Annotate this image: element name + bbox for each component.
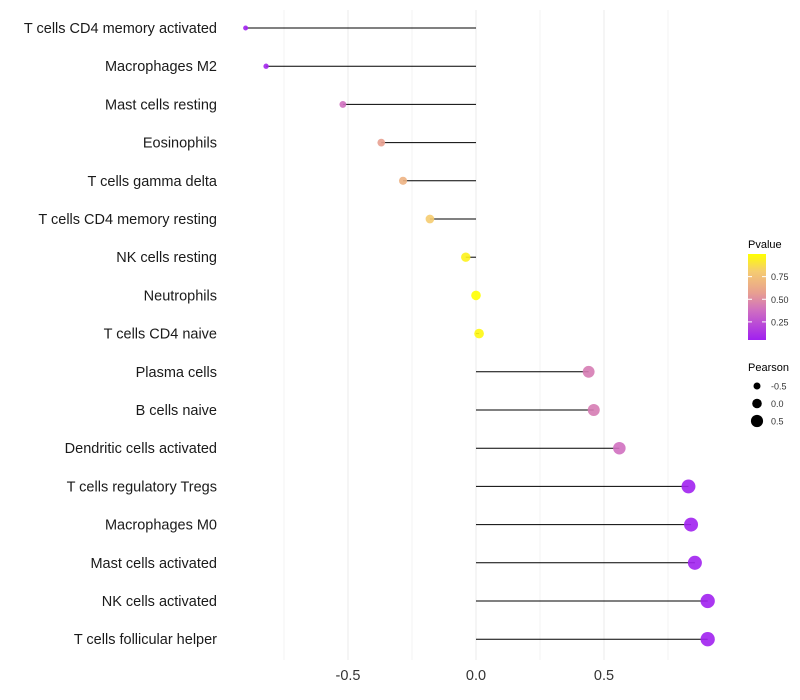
size-legend-label: -0.5: [771, 382, 787, 392]
x-tick-label: -0.5: [336, 668, 361, 684]
lollipop-point: [700, 632, 715, 647]
lollipop-point: [687, 555, 702, 570]
x-tick-label: 0.5: [594, 668, 614, 684]
gridlines: [283, 10, 669, 660]
pvalue-colorbar: [748, 254, 766, 340]
y-tick-label: T cells regulatory Tregs: [67, 479, 217, 495]
lollipop-point: [681, 479, 696, 494]
y-tick-label: Plasma cells: [136, 365, 217, 381]
y-tick-label: T cells gamma delta: [88, 174, 218, 190]
lollipop-point: [700, 593, 715, 609]
lollipop-point: [425, 214, 435, 224]
lollipop-point: [461, 252, 471, 262]
y-tick-label: NK cells activated: [102, 594, 217, 610]
legend: Pvalue 0.75 0.50 0.25 Pearson -0.5 0.0 0.5: [748, 239, 789, 428]
lollipop-point: [582, 365, 595, 378]
colorbar-label: 0.50: [771, 295, 789, 305]
lollipop-point: [263, 63, 269, 69]
size-legend-label: 0.5: [771, 417, 784, 427]
y-tick-label: Mast cells resting: [105, 97, 217, 113]
x-axis-labels: -0.5 0.0 0.5: [336, 668, 615, 684]
lollipop-point: [474, 328, 484, 339]
y-tick-label: Dendritic cells activated: [65, 441, 217, 457]
y-tick-label: Eosinophils: [143, 136, 217, 152]
colorbar-label: 0.75: [771, 272, 789, 282]
legend-title-pearson: Pearson: [748, 362, 789, 374]
lollipop-point: [684, 517, 699, 532]
y-tick-label: T cells CD4 naive: [104, 327, 217, 343]
lollipop-point: [398, 176, 408, 185]
size-legend-dot: [752, 398, 762, 409]
lollipop-point: [471, 290, 481, 301]
y-tick-label: T cells CD4 memory activated: [24, 21, 217, 37]
lollipop-point: [377, 138, 386, 147]
y-tick-label: NK cells resting: [116, 250, 217, 266]
size-legend-label: 0.0: [771, 399, 784, 409]
chart-marks: [243, 25, 715, 647]
size-legend-dot: [750, 414, 764, 428]
colorbar-label: 0.25: [771, 317, 789, 327]
y-tick-label: Macrophages M2: [105, 59, 217, 75]
y-tick-label: Neutrophils: [144, 288, 217, 304]
y-tick-label: Mast cells activated: [90, 556, 217, 572]
lollipop-point: [243, 25, 249, 31]
y-axis-labels: T cells CD4 memory activated Macrophages …: [24, 21, 218, 648]
y-tick-label: T cells follicular helper: [74, 632, 217, 648]
x-tick-label: 0.0: [466, 668, 486, 684]
size-legend-dot: [753, 382, 761, 390]
y-tick-label: T cells CD4 memory resting: [38, 212, 217, 228]
lollipop-point: [339, 100, 347, 108]
lollipop-point: [587, 404, 600, 416]
y-tick-label: B cells naive: [136, 403, 217, 419]
legend-title-pvalue: Pvalue: [748, 239, 782, 251]
y-tick-label: Macrophages M0: [105, 518, 217, 534]
lollipop-point: [613, 441, 626, 455]
